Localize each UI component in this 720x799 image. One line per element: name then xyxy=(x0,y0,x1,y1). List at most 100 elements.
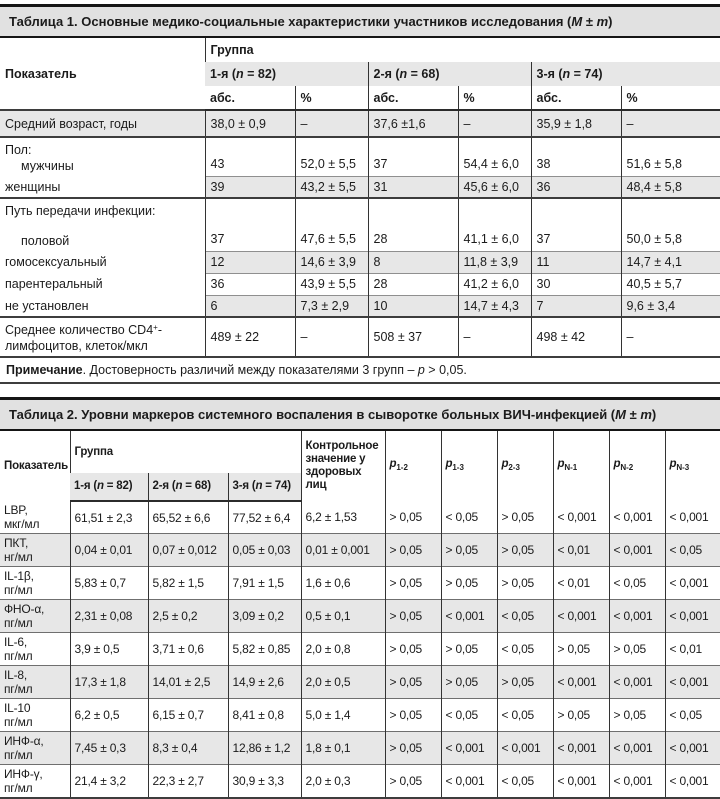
value-cell: < 0,05 xyxy=(496,632,554,666)
value-cell: 28 xyxy=(367,197,458,251)
value-cell: 37,6 ±1,6 xyxy=(367,109,458,137)
value-cell: 14,9 ± 2,6 xyxy=(227,665,302,699)
value-cell: < 0,001 xyxy=(664,731,720,765)
value-cell: 37 xyxy=(367,136,458,176)
header-group-3: 3-я (n = 74) xyxy=(227,473,302,502)
header-p-N-1: pN-1 xyxy=(552,431,610,501)
value-cell: 37 xyxy=(204,197,295,251)
header-group-1: 1-я (n = 82) xyxy=(205,62,368,86)
table1: Показатель Группа 1-я (n = 82) 2-я (n = … xyxy=(0,38,720,384)
row-note: Примечание. Достоверность различий между… xyxy=(0,356,720,384)
value-cell: 1,8 ± 0,1 xyxy=(300,731,386,765)
header-pct: % xyxy=(457,86,531,111)
value-cell: < 0,05 xyxy=(440,698,498,732)
value-cell: 45,6 ± 6,0 xyxy=(457,175,531,198)
value-cell: 5,83 ± 0,7 xyxy=(69,566,148,600)
value-cell: 6,15 ± 0,7 xyxy=(147,698,228,732)
value-cell: > 0,05 xyxy=(496,501,554,534)
value-cell: 7,91 ± 1,5 xyxy=(227,566,302,600)
value-cell: 31 xyxy=(367,175,458,198)
row-label: ПКТ, нг/мл xyxy=(0,533,70,567)
value-cell: 51,6 ± 5,8 xyxy=(620,136,720,176)
value-cell: > 0,05 xyxy=(608,698,666,732)
value-cell: 38 xyxy=(530,136,621,176)
value-cell: < 0,05 xyxy=(440,501,498,534)
value-cell: < 0,001 xyxy=(608,533,666,567)
value-cell: 0,04 ± 0,01 xyxy=(69,533,148,567)
value-cell: < 0,05 xyxy=(664,533,720,567)
value-cell: > 0,05 xyxy=(552,632,610,666)
value-cell: 0,05 ± 0,03 xyxy=(227,533,302,567)
value-cell: < 0,001 xyxy=(608,665,666,699)
table2: Показатель Группа Контрольное значение у… xyxy=(0,431,720,799)
value-cell: > 0,05 xyxy=(496,533,554,567)
value-cell: 5,82 ± 0,85 xyxy=(227,632,302,666)
value-cell: 6 xyxy=(204,294,295,317)
value-cell: 65,52 ± 6,6 xyxy=(147,501,228,534)
value-cell: < 0,01 xyxy=(552,566,610,600)
value-cell: 77,52 ± 6,4 xyxy=(227,501,302,534)
value-cell: 6,2 ± 0,5 xyxy=(69,698,148,732)
value-cell: 11 xyxy=(530,250,621,273)
value-cell: 40,5 ± 5,7 xyxy=(620,272,720,295)
value-cell: < 0,001 xyxy=(608,731,666,765)
value-cell: < 0,05 xyxy=(608,566,666,600)
value-cell: 0,01 ± 0,001 xyxy=(300,533,386,567)
row-route-sexual: Путь передачи инфекции: половой 37 47,6 … xyxy=(0,197,720,251)
value-cell: 14,7 ± 4,3 xyxy=(457,294,531,317)
table-note: Примечание. Достоверность различий между… xyxy=(0,356,720,384)
row-lbp: LBP, мкг/мл 61,51 ± 2,3 65,52 ± 6,6 77,5… xyxy=(0,501,720,534)
header-group-3: 3-я (n = 74) xyxy=(530,62,720,86)
value-cell: < 0,001 xyxy=(608,764,666,799)
value-cell: > 0,05 xyxy=(440,533,498,567)
value-cell: > 0,05 xyxy=(384,731,442,765)
value-cell: 498 ± 42 xyxy=(530,316,621,357)
value-cell: > 0,05 xyxy=(496,566,554,600)
value-cell: 7,45 ± 0,3 xyxy=(69,731,148,765)
value-cell: < 0,001 xyxy=(552,731,610,765)
row-inf-g: ИНФ-γ, пг/мл 21,4 ± 3,2 22,3 ± 2,7 30,9 … xyxy=(0,764,720,799)
value-cell: – xyxy=(620,316,720,357)
row-il8: IL-8, пг/мл 17,3 ± 1,8 14,01 ± 2,5 14,9 … xyxy=(0,665,720,699)
header-group-1: 1-я (n = 82) xyxy=(70,473,148,502)
value-cell: < 0,001 xyxy=(496,731,554,765)
value-cell: 2,0 ± 0,5 xyxy=(300,665,386,699)
row-sex-men: Пол: мужчины 43 52,0 ± 5,5 37 54,4 ± 6,0… xyxy=(0,136,720,176)
value-cell: < 0,001 xyxy=(664,665,720,699)
value-cell: < 0,001 xyxy=(552,501,610,534)
row-label: женщины xyxy=(0,176,205,198)
value-cell: 8,3 ± 0,4 xyxy=(147,731,228,765)
value-cell: 0,07 ± 0,012 xyxy=(147,533,228,567)
table1-title: Таблица 1. Основные медико-социальные ха… xyxy=(0,7,720,38)
row-route-homosexual: гомосексуальный 12 14,6 ± 3,9 8 11,8 ± 3… xyxy=(0,250,720,273)
value-cell: < 0,01 xyxy=(552,533,610,567)
value-cell: 48,4 ± 5,8 xyxy=(620,175,720,198)
value-cell: 489 ± 22 xyxy=(204,316,295,357)
value-cell: < 0,001 xyxy=(552,764,610,799)
value-cell: 28 xyxy=(367,272,458,295)
header-group-2: 2-я (n = 68) xyxy=(147,473,228,502)
value-cell: 43,2 ± 5,5 xyxy=(294,175,368,198)
row-label: Пол: мужчины xyxy=(0,136,205,176)
table1-block: Таблица 1. Основные медико-социальные ха… xyxy=(0,4,720,384)
table2-block: Таблица 2. Уровни маркеров системного во… xyxy=(0,397,720,799)
value-cell: – xyxy=(294,316,368,357)
value-cell: > 0,05 xyxy=(608,632,666,666)
value-cell: > 0,05 xyxy=(440,665,498,699)
value-cell: 43 xyxy=(204,136,295,176)
value-cell: 2,5 ± 0,2 xyxy=(147,599,228,633)
value-cell: < 0,05 xyxy=(664,698,720,732)
header-p-1-3: p1-3 xyxy=(440,431,498,501)
value-cell: < 0,05 xyxy=(496,599,554,633)
value-cell: 17,3 ± 1,8 xyxy=(69,665,148,699)
value-cell: 30,9 ± 3,3 xyxy=(227,764,302,799)
header-pct: % xyxy=(294,86,368,111)
value-cell: – xyxy=(457,316,531,357)
row-label: парентеральный xyxy=(5,277,103,291)
value-cell: > 0,05 xyxy=(496,665,554,699)
row-il1b: IL-1β, пг/мл 5,83 ± 0,7 5,82 ± 1,5 7,91 … xyxy=(0,566,720,600)
value-cell: 39 xyxy=(204,175,295,198)
row-sex-women: женщины 39 43,2 ± 5,5 31 45,6 ± 6,0 36 4… xyxy=(0,175,720,198)
value-cell: – xyxy=(620,109,720,137)
value-cell: 3,9 ± 0,5 xyxy=(69,632,148,666)
